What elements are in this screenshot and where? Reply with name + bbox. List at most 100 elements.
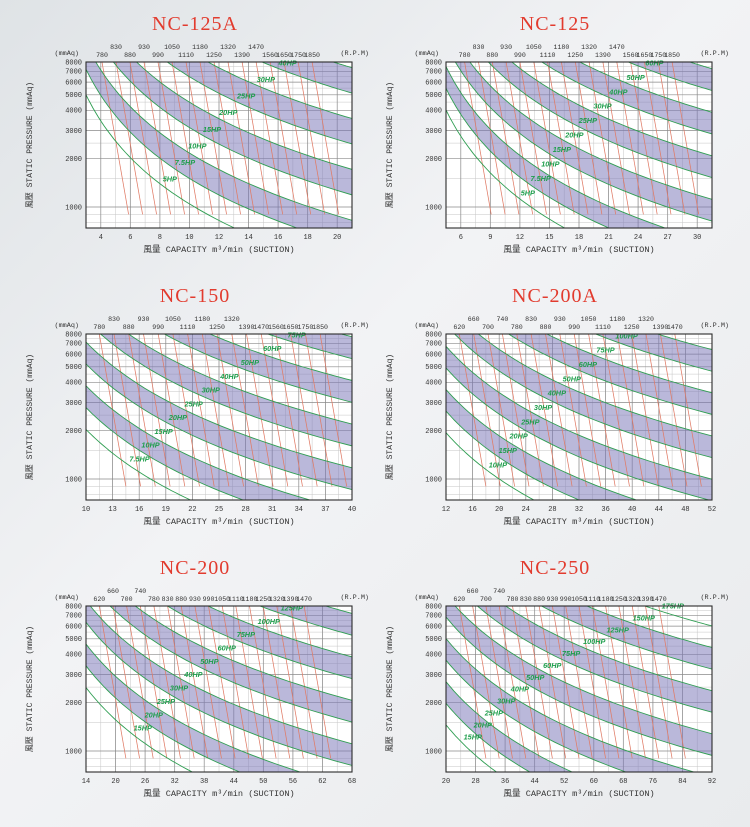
svg-text:1050: 1050 bbox=[214, 596, 230, 603]
svg-text:12: 12 bbox=[442, 506, 450, 514]
svg-text:25HP: 25HP bbox=[156, 697, 175, 706]
svg-text:1750: 1750 bbox=[297, 324, 313, 331]
svg-text:2000: 2000 bbox=[65, 428, 82, 436]
svg-text:930: 930 bbox=[189, 596, 201, 603]
svg-text:40HP: 40HP bbox=[608, 87, 627, 96]
svg-text:44: 44 bbox=[530, 778, 538, 786]
svg-text:16: 16 bbox=[135, 506, 143, 514]
svg-text:15HP: 15HP bbox=[134, 724, 152, 733]
svg-text:40HP: 40HP bbox=[510, 685, 529, 694]
svg-text:4000: 4000 bbox=[425, 652, 442, 660]
svg-text:6000: 6000 bbox=[65, 80, 82, 88]
svg-text:3000: 3000 bbox=[425, 672, 442, 680]
svg-text:100HP: 100HP bbox=[258, 617, 280, 626]
svg-text:1390: 1390 bbox=[652, 324, 668, 331]
svg-text:20HP: 20HP bbox=[509, 432, 528, 441]
svg-text:1390: 1390 bbox=[234, 52, 250, 59]
fan-performance-chart: 10HP 15HP 20HP 25HP 30HP 40HP 50HP 60HP 75HP100H… bbox=[385, 316, 729, 527]
rpm-axis-labels: 7808308809309901050111011801250132013901… bbox=[55, 316, 369, 331]
fan-performance-chart: 5HP7.5HP10HP15HP20HP25HP30HP40HP78083088… bbox=[25, 44, 369, 255]
svg-text:1320: 1320 bbox=[581, 44, 597, 51]
svg-text:930: 930 bbox=[138, 44, 150, 51]
svg-text:21: 21 bbox=[604, 234, 612, 242]
svg-text:15HP: 15HP bbox=[203, 125, 221, 134]
fan-performance-chart: 5HP 7.5HP 10HP 15HP 20HP 25HP 30HP 40HP50HP60HP… bbox=[385, 44, 729, 255]
hp-limit-curves bbox=[446, 606, 712, 772]
svg-text:30HP: 30HP bbox=[202, 386, 220, 395]
svg-text:(R.P.M): (R.P.M) bbox=[700, 50, 729, 58]
svg-text:1650: 1650 bbox=[636, 52, 652, 59]
rpm-speed-lines bbox=[458, 606, 686, 759]
svg-text:34: 34 bbox=[295, 506, 303, 514]
svg-text:3000: 3000 bbox=[65, 672, 82, 680]
svg-text:10: 10 bbox=[185, 234, 193, 242]
svg-text:68: 68 bbox=[348, 778, 356, 786]
svg-text:28: 28 bbox=[548, 506, 556, 514]
svg-text:25HP: 25HP bbox=[236, 92, 255, 101]
svg-text:7000: 7000 bbox=[425, 613, 442, 621]
x-axis-tick-labels: 12 16 20 24 28 32 36 40 44 48 52 bbox=[442, 506, 716, 514]
svg-text:32: 32 bbox=[170, 778, 178, 786]
svg-text:22: 22 bbox=[188, 506, 196, 514]
svg-text:830: 830 bbox=[473, 44, 485, 51]
svg-text:1110: 1110 bbox=[178, 52, 194, 59]
svg-text:18: 18 bbox=[303, 234, 311, 242]
svg-text:76: 76 bbox=[649, 778, 657, 786]
svg-text:8000: 8000 bbox=[425, 603, 442, 611]
svg-text:16: 16 bbox=[274, 234, 282, 242]
svg-text:1000: 1000 bbox=[425, 476, 442, 484]
svg-text:1750: 1750 bbox=[650, 52, 666, 59]
svg-text:880: 880 bbox=[540, 324, 552, 331]
svg-text:8000: 8000 bbox=[425, 331, 442, 339]
svg-text:4000: 4000 bbox=[65, 108, 82, 116]
svg-text:40: 40 bbox=[348, 506, 356, 514]
svg-text:24: 24 bbox=[522, 506, 530, 514]
chart-title: NC-200 bbox=[159, 557, 231, 579]
svg-text:68: 68 bbox=[619, 778, 627, 786]
svg-text:1470: 1470 bbox=[609, 44, 625, 51]
svg-text:8000: 8000 bbox=[65, 59, 82, 67]
svg-text:1250: 1250 bbox=[624, 324, 640, 331]
svg-text:6: 6 bbox=[128, 234, 132, 242]
svg-text:5000: 5000 bbox=[425, 636, 442, 644]
svg-text:20: 20 bbox=[495, 506, 503, 514]
svg-text:12: 12 bbox=[516, 234, 524, 242]
svg-text:6000: 6000 bbox=[65, 352, 82, 360]
svg-text:660: 660 bbox=[467, 588, 479, 595]
svg-text:6: 6 bbox=[459, 234, 463, 242]
svg-text:1250: 1250 bbox=[611, 596, 627, 603]
svg-text:4000: 4000 bbox=[65, 380, 82, 388]
svg-text:19: 19 bbox=[162, 506, 170, 514]
svg-text:1180: 1180 bbox=[609, 316, 625, 323]
hp-power-bands bbox=[86, 606, 352, 772]
x-axis-title: 風量 CAPACITY m³/min (SUCTION) bbox=[143, 788, 294, 799]
hp-limit-curves bbox=[86, 606, 352, 772]
svg-text:25: 25 bbox=[215, 506, 223, 514]
svg-text:100HP: 100HP bbox=[615, 331, 637, 340]
chart-cell-nc-250: NC-250 15HP 20HP 25HP 30HP 40HP 50HP 60HP 75HP 10… bbox=[377, 554, 733, 804]
svg-text:(mmAq): (mmAq) bbox=[415, 50, 439, 58]
hp-limit-curves bbox=[446, 62, 712, 228]
svg-text:3000: 3000 bbox=[65, 400, 82, 408]
svg-text:6000: 6000 bbox=[425, 624, 442, 632]
svg-text:15HP: 15HP bbox=[553, 145, 571, 154]
svg-text:1250: 1250 bbox=[206, 52, 222, 59]
svg-text:75HP: 75HP bbox=[288, 330, 306, 339]
svg-text:620: 620 bbox=[453, 596, 465, 603]
svg-text:(mmAq): (mmAq) bbox=[55, 50, 79, 58]
svg-text:60HP: 60HP bbox=[645, 58, 663, 67]
svg-text:20HP: 20HP bbox=[473, 720, 492, 729]
svg-text:60: 60 bbox=[590, 778, 598, 786]
svg-text:1180: 1180 bbox=[194, 316, 210, 323]
svg-text:990: 990 bbox=[203, 596, 215, 603]
svg-text:1110: 1110 bbox=[584, 596, 600, 603]
svg-text:84: 84 bbox=[678, 778, 686, 786]
svg-text:26: 26 bbox=[141, 778, 149, 786]
svg-text:(R.P.M): (R.P.M) bbox=[700, 322, 729, 330]
svg-text:(R.P.M): (R.P.M) bbox=[700, 594, 729, 602]
svg-text:5000: 5000 bbox=[65, 636, 82, 644]
svg-text:880: 880 bbox=[533, 596, 545, 603]
y-axis-tick-labels: 1000 2000 3000 4000 5000 6000 7000 8000 bbox=[65, 331, 82, 484]
